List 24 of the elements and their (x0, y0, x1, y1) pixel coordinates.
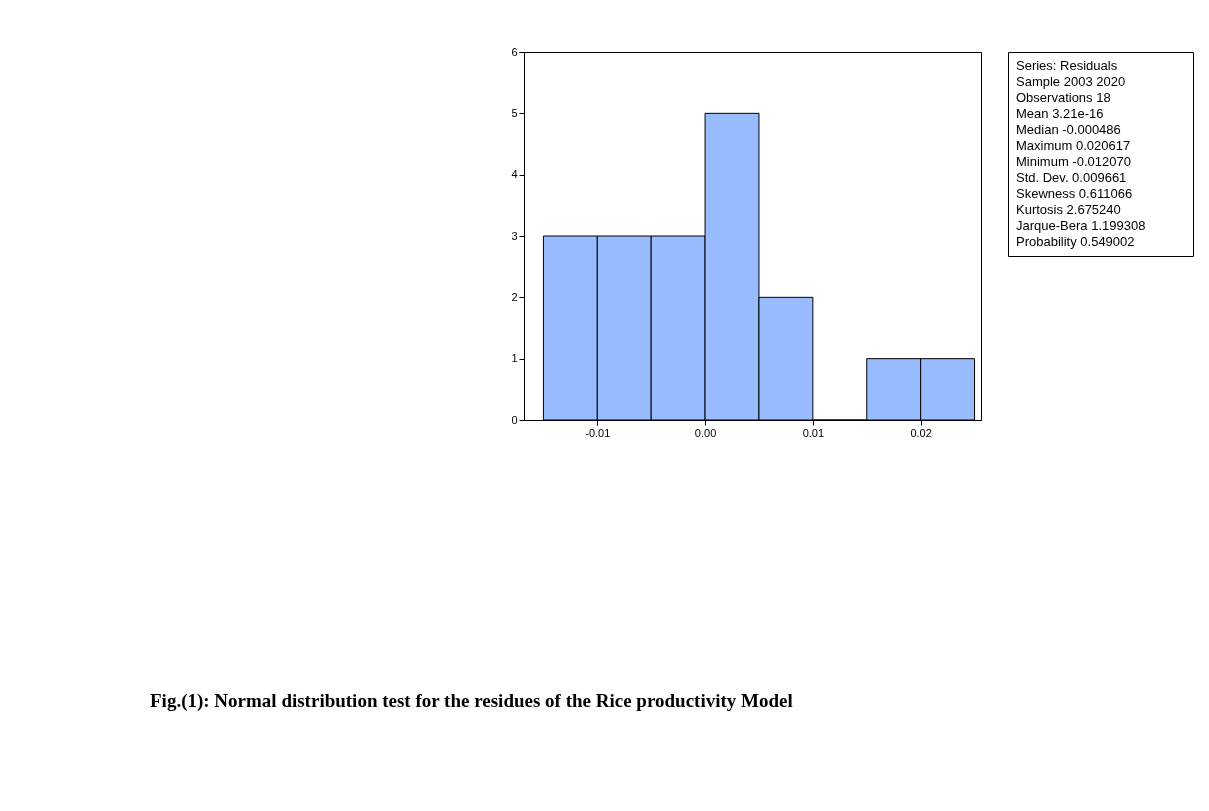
text: Series: Residuals (1016, 58, 1118, 73)
text: Probability 0.549002 (1016, 234, 1135, 249)
x-tick-label: 0.02 (910, 426, 932, 439)
text: Mean 3.21e-16 (1016, 106, 1104, 121)
y-tick-label: 1 (511, 352, 518, 365)
y-tick-label: 6 (511, 45, 518, 58)
text: Minimum -0.012070 (1016, 154, 1131, 169)
y-tick-label: 3 (511, 229, 518, 242)
text: Observations 18 (1016, 90, 1111, 105)
y-tick-label: 2 (511, 290, 518, 303)
text: Sample 2003 2020 (1016, 74, 1126, 89)
text: Kurtosis 2.675240 (1016, 202, 1121, 217)
text: Median -0.000486 (1016, 122, 1121, 137)
x-tick-label: -0.01 (585, 426, 611, 439)
text: Maximum 0.020617 (1016, 138, 1131, 153)
text: Std. Dev. 0.009661 (1016, 170, 1127, 185)
text: Fig.(1): Normal distribution test for the residues of the Rice productivity Model (150, 690, 793, 712)
text: Jarque-Bera 1.199308 (1016, 218, 1146, 233)
x-tick-label: 0.01 (802, 426, 825, 439)
text: Skewness 0.611066 (1016, 186, 1133, 201)
y-tick-label: 4 (511, 168, 518, 181)
y-tick-label: 0 (511, 413, 518, 426)
x-tick-label: 0.00 (694, 426, 717, 439)
y-tick-label: 5 (511, 106, 518, 119)
